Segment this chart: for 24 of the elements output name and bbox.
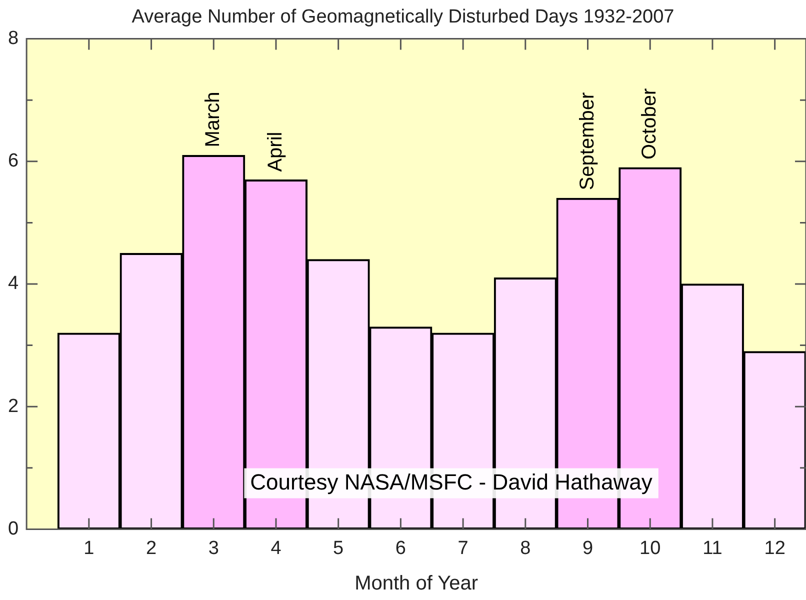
x-tick-label: 3: [208, 538, 219, 559]
y-tick-label: 8: [8, 28, 19, 50]
y-tick-label: 6: [8, 150, 19, 172]
x-tick-label: 5: [333, 538, 344, 559]
x-tick-label: 1: [84, 538, 94, 559]
y-tick-label: 4: [8, 273, 19, 294]
y-tick-label: 2: [8, 396, 19, 417]
x-tick-label: 12: [764, 538, 786, 559]
x-tick-label: 2: [146, 538, 157, 559]
x-tick-label: 8: [520, 538, 531, 559]
x-tick-label: 4: [270, 538, 282, 559]
chart-title: Average Number of Geomagnetically Disturbed Days 1932-2007: [132, 6, 674, 28]
annotation: April: [264, 132, 286, 172]
x-axis-title: Month of Year: [354, 572, 478, 595]
y-tick-label: 0: [8, 518, 19, 540]
x-tick-label: 6: [395, 538, 406, 559]
annotation: October: [638, 88, 661, 160]
annotation: March: [202, 92, 224, 148]
x-tick-label: 10: [640, 538, 661, 559]
annotation: Courtesy NASA/MSFC - David Hathaway: [250, 469, 652, 494]
x-tick-label: 7: [458, 538, 468, 559]
x-tick-label: 11: [702, 538, 722, 559]
x-tick-label: 9: [582, 538, 594, 559]
annotation: September: [576, 92, 598, 190]
